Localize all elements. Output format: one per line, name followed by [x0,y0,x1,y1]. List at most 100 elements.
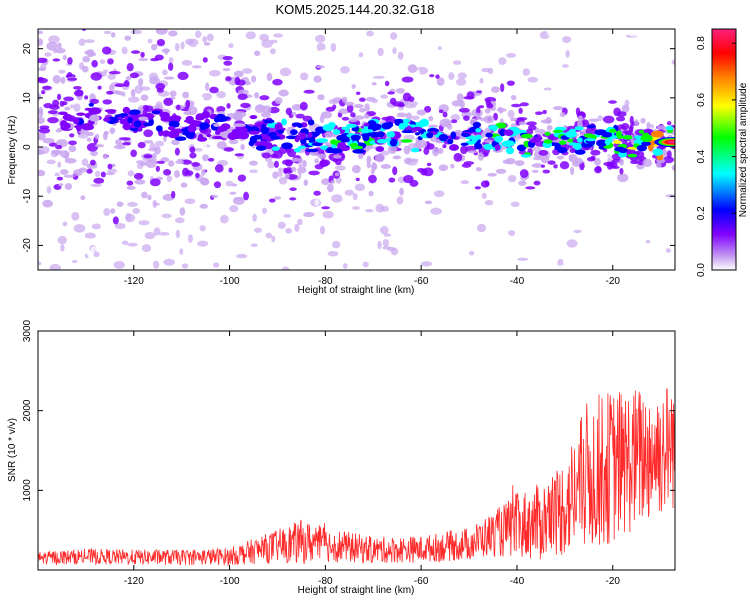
heatmap-cell [195,31,201,38]
heatmap-cell [485,108,491,114]
heatmap-cell [126,186,135,190]
heatmap-cell [283,214,290,218]
heatmap-cell [584,133,594,137]
colorbar-tick-label: 0.8 [696,36,707,50]
heatmap-cell [185,198,196,204]
heatmap-cell [456,78,466,86]
heatmap-cell [312,142,323,146]
heatmap-cell [117,117,122,120]
heatmap-cell [152,153,157,160]
heatmap-cell [461,143,469,146]
heatmap-cell [595,129,607,135]
heatmap-cell [35,150,45,155]
heatmap-cell [226,103,230,109]
heatmap-cell [47,117,58,123]
heatmap-cell [161,116,174,122]
heatmap-cell [314,158,319,163]
heatmap-cell [317,94,324,100]
heatmap-cell [411,116,420,120]
heatmap-cell [614,147,625,152]
heatmap-cell [56,129,62,132]
heatmap-cell [124,80,130,87]
heatmap-cell [359,52,363,57]
heatmap-cell [511,104,521,108]
heatmap-cell [123,123,131,130]
heatmap-cell [364,123,370,127]
heatmap-cell [387,91,394,94]
heatmap-cell [135,85,143,94]
heatmap-cell [130,149,137,157]
heatmap-cell [573,230,581,233]
heatmap-cell [272,242,282,248]
heatmap-cell [461,133,469,137]
heatmap-cell [319,198,325,202]
heatmap-cell [352,149,365,154]
heatmap-cell [359,97,366,101]
heatmap-cell [95,144,104,147]
heatmap-cell [366,31,374,37]
heatmap-cell [385,81,389,87]
heatmap-cell [168,126,175,130]
heatmap-cell [439,134,449,141]
heatmap-cell [175,160,184,164]
heatmap-cell [53,151,59,155]
heatmap-cell [134,120,142,127]
heatmap-cell [434,190,445,197]
heatmap-cell [315,164,324,169]
heatmap-cell [295,114,304,119]
heatmap-cell [377,139,387,144]
heatmap-cell [420,119,429,127]
heatmap-cell [432,147,439,156]
heatmap-cell [575,126,584,130]
heatmap-cell [109,248,121,252]
heatmap-cell [588,180,600,186]
heatmap-y-label: Frequency (Hz) [7,116,18,185]
heatmap-cell [197,137,207,142]
heatmap-cell [214,119,227,122]
heatmap-cell [372,82,377,85]
heatmap-cell [478,152,484,160]
heatmap-cell [162,69,168,75]
heatmap-cell [342,117,349,121]
heatmap-cell [91,60,98,67]
heatmap-cell [560,112,566,117]
heatmap-cell [132,114,139,119]
heatmap-cell [61,77,66,84]
heatmap-cell [266,233,273,239]
heatmap-cell [317,153,326,159]
heatmap-cell [185,100,190,108]
heatmap-cell [542,110,547,114]
heatmap-cell [476,167,482,171]
heatmap-cell [403,92,412,101]
heatmap-cell [453,153,462,162]
heatmap-cell [369,132,382,137]
heatmap-cell [469,251,474,256]
heatmap-cell [80,195,85,200]
heatmap-cell [476,90,482,93]
heatmap-cell [373,76,385,79]
heatmap-cell [332,241,340,248]
heatmap-cell [530,138,538,143]
heatmap-cell [369,191,374,197]
heatmap-cell [169,57,174,63]
heatmap-cell [143,154,152,158]
heatmap-cell [103,132,108,140]
heatmap-cell [58,183,63,186]
heatmap-cell [156,125,163,131]
heatmap-cell [209,70,221,77]
heatmap-cell [553,164,557,168]
heatmap-cell [330,148,343,153]
heatmap-cell [443,112,448,118]
heatmap-cell [102,99,112,104]
heatmap-cell [242,68,252,74]
heatmap-cell [106,172,115,175]
heatmap-cell [439,164,449,171]
heatmap-cell [38,68,46,71]
heatmap-cell [213,262,219,267]
heatmap-cell [438,46,442,50]
heatmap-cell [503,140,514,146]
heatmap-cell [613,140,621,144]
heatmap-cell [155,54,164,60]
heatmap-cell [285,173,290,179]
heatmap-cell [622,130,631,134]
